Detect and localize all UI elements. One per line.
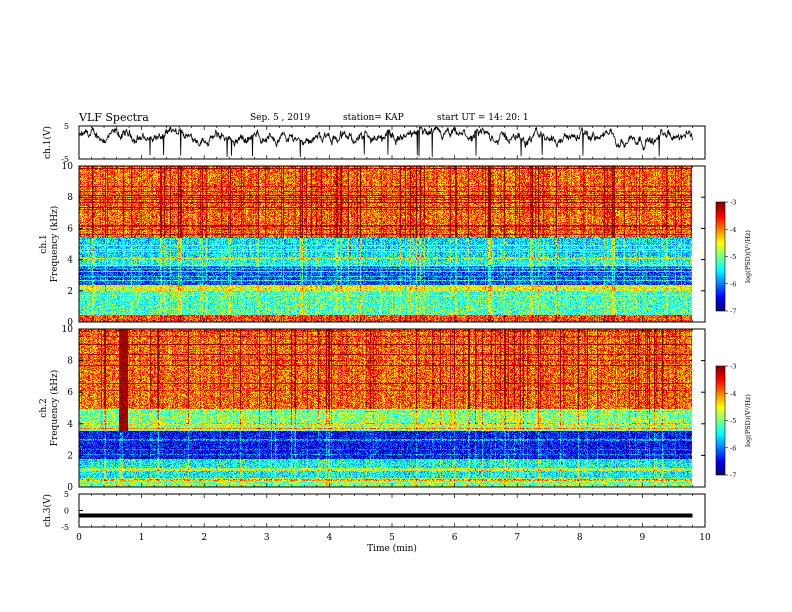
ch1-spectrogram-ytick-label: 2 bbox=[67, 287, 73, 297]
ch2-colorbar-tick-label: -6 bbox=[730, 444, 736, 452]
ch1-spectrogram-image bbox=[79, 166, 692, 322]
ch1-spectrogram-ytick-label: 0 bbox=[67, 318, 73, 328]
time-xtick-label: 5 bbox=[389, 533, 395, 543]
ch2-colorbar-tick-label: -3 bbox=[730, 363, 736, 371]
ch1-spectrogram-ytick-label: 6 bbox=[67, 224, 73, 234]
ch1-spectrogram-panel: 0 2 4 6 8 10 ch.1 Frequency (kHz) bbox=[39, 162, 706, 328]
header-title: VLF Spectra bbox=[79, 111, 149, 124]
ch1-waveform-panel: 5 -5 ch.1(V) bbox=[42, 122, 706, 164]
ch1-spectrogram-ylabel-frequency: Frequency (kHz) bbox=[49, 206, 60, 283]
ch1-ytick-label: -5 bbox=[61, 155, 69, 164]
ch3-waveform-ylabel: ch.3(V) bbox=[42, 494, 53, 527]
ch1-colorbar-tick-label: -6 bbox=[730, 280, 736, 288]
ch2-spectrogram-ylabel: ch.2 bbox=[39, 398, 49, 417]
ch2-spectrogram-ytick-label: 2 bbox=[67, 451, 73, 461]
ch2-spectrogram-ytick-label: 6 bbox=[67, 388, 73, 398]
ch1-ytick-label: 5 bbox=[64, 122, 69, 131]
header-date: Sep. 5 , 2019 bbox=[250, 113, 311, 123]
time-xtick-label: 0 bbox=[76, 533, 82, 543]
ch1-colorbar-tick-label: -3 bbox=[730, 199, 736, 207]
ch2-colorbar-gradient bbox=[716, 366, 725, 475]
time-xtick-label: 3 bbox=[264, 533, 270, 543]
time-xtick-label: 1 bbox=[139, 533, 145, 543]
ch1-colorbar-label: log(PSD)(V²/Hz) bbox=[744, 230, 752, 283]
ch1-spectrogram-ylabel: ch.1 bbox=[39, 234, 49, 253]
ch2-spectrogram-panel: 0 2 4 6 8 10 ch.2 Frequency (kHz) bbox=[39, 325, 706, 493]
header-start-time: start UT = 14: 20: 1 bbox=[437, 113, 529, 123]
ch2-spectrogram-ytick-label: 4 bbox=[67, 420, 73, 430]
header-station: station= KAP bbox=[343, 113, 404, 123]
time-xtick-label: 7 bbox=[514, 533, 520, 543]
ch1-colorbar-gradient bbox=[716, 202, 725, 311]
ch2-spectrogram-ytick-label: 10 bbox=[62, 325, 74, 335]
ch1-waveform-ylabel: ch.1(V) bbox=[42, 126, 53, 159]
ch1-colorbar: -3 -4 -5 -6 -7 log(PSD)(V²/Hz) bbox=[715, 199, 752, 316]
ch2-colorbar-tick-label: -4 bbox=[730, 390, 736, 398]
ch1-colorbar-tick-label: -4 bbox=[730, 226, 736, 234]
ch2-colorbar-tick-label: -7 bbox=[730, 472, 736, 480]
time-xlabel: Time (min) bbox=[367, 543, 417, 554]
ch1-spectrogram-ytick-label: 4 bbox=[67, 256, 73, 266]
ch3-ytick-label: 5 bbox=[64, 490, 69, 499]
ch3-waveform-panel: 5 0 -5 ch.3(V) 0 1 2 3 4 5 6 7 8 9 10 Time (min) bbox=[42, 490, 711, 554]
ch2-spectrogram-ylabel-frequency: Frequency (kHz) bbox=[49, 370, 60, 447]
ch3-waveform-frame bbox=[78, 493, 706, 528]
ch1-spectrogram-ytick-label: 10 bbox=[62, 162, 74, 172]
time-xtick-label: 8 bbox=[577, 533, 583, 543]
ch1-colorbar-tick-label: -5 bbox=[730, 253, 736, 261]
time-xtick-label: 4 bbox=[327, 533, 333, 543]
ch1-waveform-trace bbox=[78, 125, 693, 158]
time-xtick-label: 10 bbox=[699, 533, 711, 543]
ch2-spectrogram-image bbox=[79, 329, 692, 487]
ch2-spectrogram-ytick-label: 0 bbox=[67, 483, 73, 493]
ch3-ytick-label: -5 bbox=[61, 523, 69, 532]
ch3-ytick-label: 0 bbox=[64, 507, 69, 516]
ch2-colorbar: -3 -4 -5 -6 -7 log(PSD)(V²/Hz) bbox=[715, 363, 752, 480]
ch2-spectrogram-ytick-label: 8 bbox=[67, 357, 73, 367]
ch1-colorbar-tick-label: -7 bbox=[730, 308, 736, 316]
ch2-colorbar-tick-label: -5 bbox=[730, 417, 736, 425]
time-xtick-label: 9 bbox=[640, 533, 646, 543]
time-xtick-label: 6 bbox=[452, 533, 458, 543]
ch2-colorbar-label: log(PSD)(V²/Hz) bbox=[744, 394, 752, 447]
ch1-spectrogram-ytick-label: 8 bbox=[67, 193, 73, 203]
time-xtick-label: 2 bbox=[201, 533, 207, 543]
